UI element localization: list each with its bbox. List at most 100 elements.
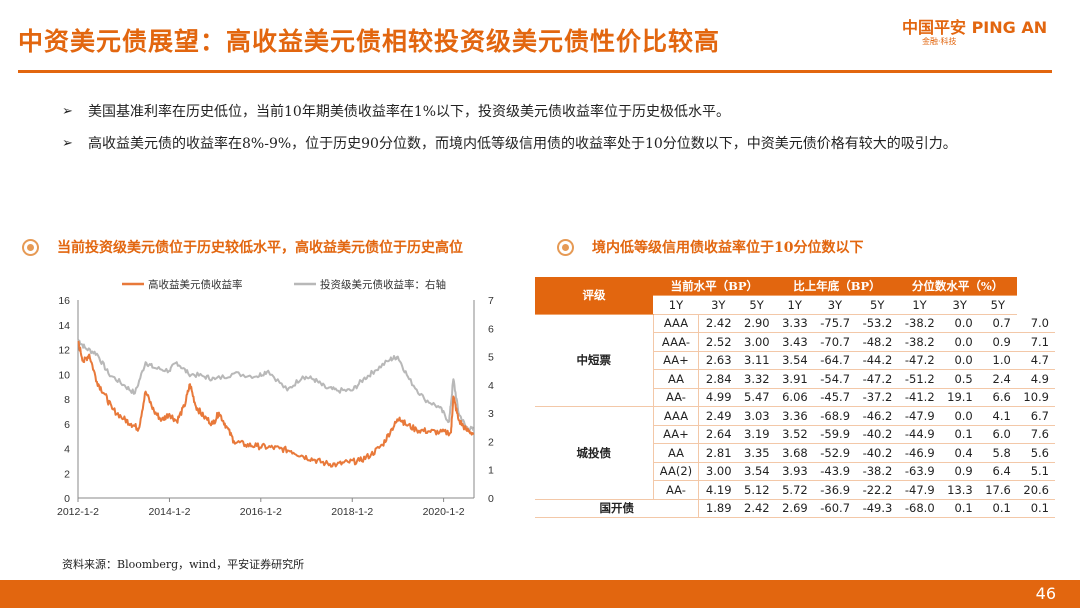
value-cell: -70.7 [813, 332, 857, 352]
value-cell: 5.12 [737, 480, 776, 500]
y-tick-left: 14 [58, 320, 70, 332]
target-icon [557, 238, 574, 256]
header-subcol: 1Y [775, 295, 814, 315]
y-tick-left: 12 [58, 345, 70, 357]
y-tick-left: 10 [58, 369, 70, 381]
bullet-text: 美国基准利率在历史低位，当前10年期美债收益率在1%以下，投资级美元债收益率位于… [88, 104, 731, 120]
value-cell: 0.0 [940, 406, 979, 426]
value-cell: 0.1 [940, 425, 979, 444]
value-cell: 10.9 [1016, 388, 1055, 407]
value-cell: 3.54 [775, 351, 814, 370]
value-cell: 4.99 [698, 388, 738, 407]
value-cell: 20.6 [1016, 480, 1055, 500]
header-subcol: 5Y [978, 295, 1017, 315]
value-cell: 5.8 [978, 443, 1017, 463]
x-tick-label: 2012-1-2 [57, 506, 99, 518]
value-cell: -51.2 [898, 369, 941, 389]
value-cell: 6.4 [978, 462, 1017, 481]
source-note: 资料来源：Bloomberg，wind，平安证券研究所 [62, 558, 305, 571]
value-cell: 3.33 [775, 314, 814, 333]
header-group: 比上年底（BP） [775, 277, 899, 296]
value-cell: -41.2 [898, 388, 941, 407]
value-cell: -47.2 [856, 369, 899, 389]
table-subheader-row: 1Y 3Y 5Y 1Y 3Y 5Y 1Y 3Y 5Y [535, 295, 1055, 315]
table-row: AA(2) 3.00 3.54 3.93 -43.9 -38.2 -63.9 0.9 6.4 5.… [535, 462, 1055, 481]
row-group-label: 城投债 [535, 406, 654, 500]
value-cell: -38.2 [856, 462, 899, 481]
value-cell: -38.2 [898, 332, 941, 352]
value-cell: 3.43 [775, 332, 814, 352]
y-tick-left: 6 [64, 419, 70, 431]
header-subcol: 5Y [856, 295, 899, 315]
value-cell: -68.9 [813, 406, 857, 426]
value-cell: 4.9 [1016, 369, 1055, 389]
value-cell: 3.03 [737, 406, 776, 426]
x-tick-label: 2016-1-2 [240, 506, 282, 518]
value-cell: 0.1 [940, 499, 979, 518]
value-cell: 2.69 [775, 499, 814, 518]
value-cell: 6.06 [775, 388, 814, 407]
legend-label: 高收益美元债收益率 [148, 278, 243, 291]
header-group: 当前水平（BP） [653, 277, 776, 296]
value-cell: -40.2 [856, 443, 899, 463]
table-row: AA 2.81 3.35 3.68 -52.9 -40.2 -46.9 0.4 5.8 5.6 [535, 443, 1055, 463]
value-cell: -53.2 [856, 314, 899, 333]
section-heading-text: 当前投资级美元债位于历史较低水平，高收益美元债位于历史高位 [57, 240, 463, 256]
value-cell: 3.68 [775, 443, 814, 463]
bullet-list: ➢ 美国基准利率在历史低位，当前10年期美债收益率在1%以下，投资级美元债收益率… [62, 100, 1022, 164]
y-tick-right: 1 [488, 465, 494, 477]
value-cell: 6.0 [978, 425, 1017, 444]
value-cell: -48.2 [856, 332, 899, 352]
value-cell: 2.52 [698, 332, 738, 352]
rating-cell: AA+ [653, 425, 700, 444]
target-icon [22, 238, 39, 256]
arrow-bullet-icon: ➢ [62, 104, 73, 119]
value-cell: 7.0 [1016, 314, 1055, 333]
value-cell: -68.0 [898, 499, 941, 518]
value-cell: 17.6 [978, 480, 1017, 500]
value-cell: 3.93 [775, 462, 814, 481]
value-cell: 1.0 [978, 351, 1017, 370]
rating-cell: AA- [653, 480, 700, 500]
value-cell: -59.9 [813, 425, 857, 444]
value-cell: 0.9 [940, 462, 979, 481]
value-cell: 2.63 [698, 351, 738, 370]
value-cell: -75.7 [813, 314, 857, 333]
value-cell: -49.3 [856, 499, 899, 518]
value-cell: -52.9 [813, 443, 857, 463]
y-tick-right: 4 [488, 380, 494, 392]
value-cell: 2.84 [698, 369, 738, 389]
table-row: 中短票 AAA 2.42 2.90 3.33 -75.7 -53.2 -38.2 0.0 0.7 7… [535, 314, 1055, 407]
value-cell: -60.7 [813, 499, 857, 518]
value-cell: -47.9 [898, 406, 941, 426]
y-tick-left: 16 [58, 295, 70, 307]
rating-cell: AA- [653, 388, 700, 407]
value-cell: 2.42 [737, 499, 776, 518]
series-line-high-yield [77, 340, 475, 468]
value-cell: 0.0 [940, 332, 979, 352]
value-cell: 7.1 [1016, 332, 1055, 352]
header-subcol: 1Y [898, 295, 941, 315]
company-logo: 中国平安 PING AN 金融·科技 [902, 14, 1068, 54]
section-heading-text: 境内低等级信用债收益率位于10分位数以下 [592, 240, 864, 256]
y-tick-right: 3 [488, 408, 494, 420]
table-row: AA+ 2.63 3.11 3.54 -64.7 -44.2 -47.2 0.0 1.0 4.7 [535, 351, 1055, 370]
value-cell: -45.7 [813, 388, 857, 407]
title-rule [18, 70, 1052, 73]
row-group-label: 中短票 [535, 314, 654, 407]
value-cell: 7.6 [1016, 425, 1055, 444]
y-tick-right: 5 [488, 352, 494, 364]
header-rating: 评级 [535, 277, 653, 315]
table-row: AA 2.84 3.32 3.91 -54.7 -47.2 -51.2 0.5 2.4 4.9 [535, 369, 1055, 389]
value-cell: 5.47 [737, 388, 776, 407]
value-cell: -64.7 [813, 351, 857, 370]
page-number: 46 [1035, 584, 1056, 603]
value-cell: -22.2 [856, 480, 899, 500]
value-cell: 13.3 [940, 480, 979, 500]
value-cell: 6.7 [1016, 406, 1055, 426]
value-cell: -44.9 [898, 425, 941, 444]
value-cell: 3.11 [737, 351, 776, 370]
header-subcol: 3Y [813, 295, 857, 315]
table-row: AA- 4.99 5.47 6.06 -45.7 -37.2 -41.2 19.1 6.6 10.… [535, 388, 1055, 407]
